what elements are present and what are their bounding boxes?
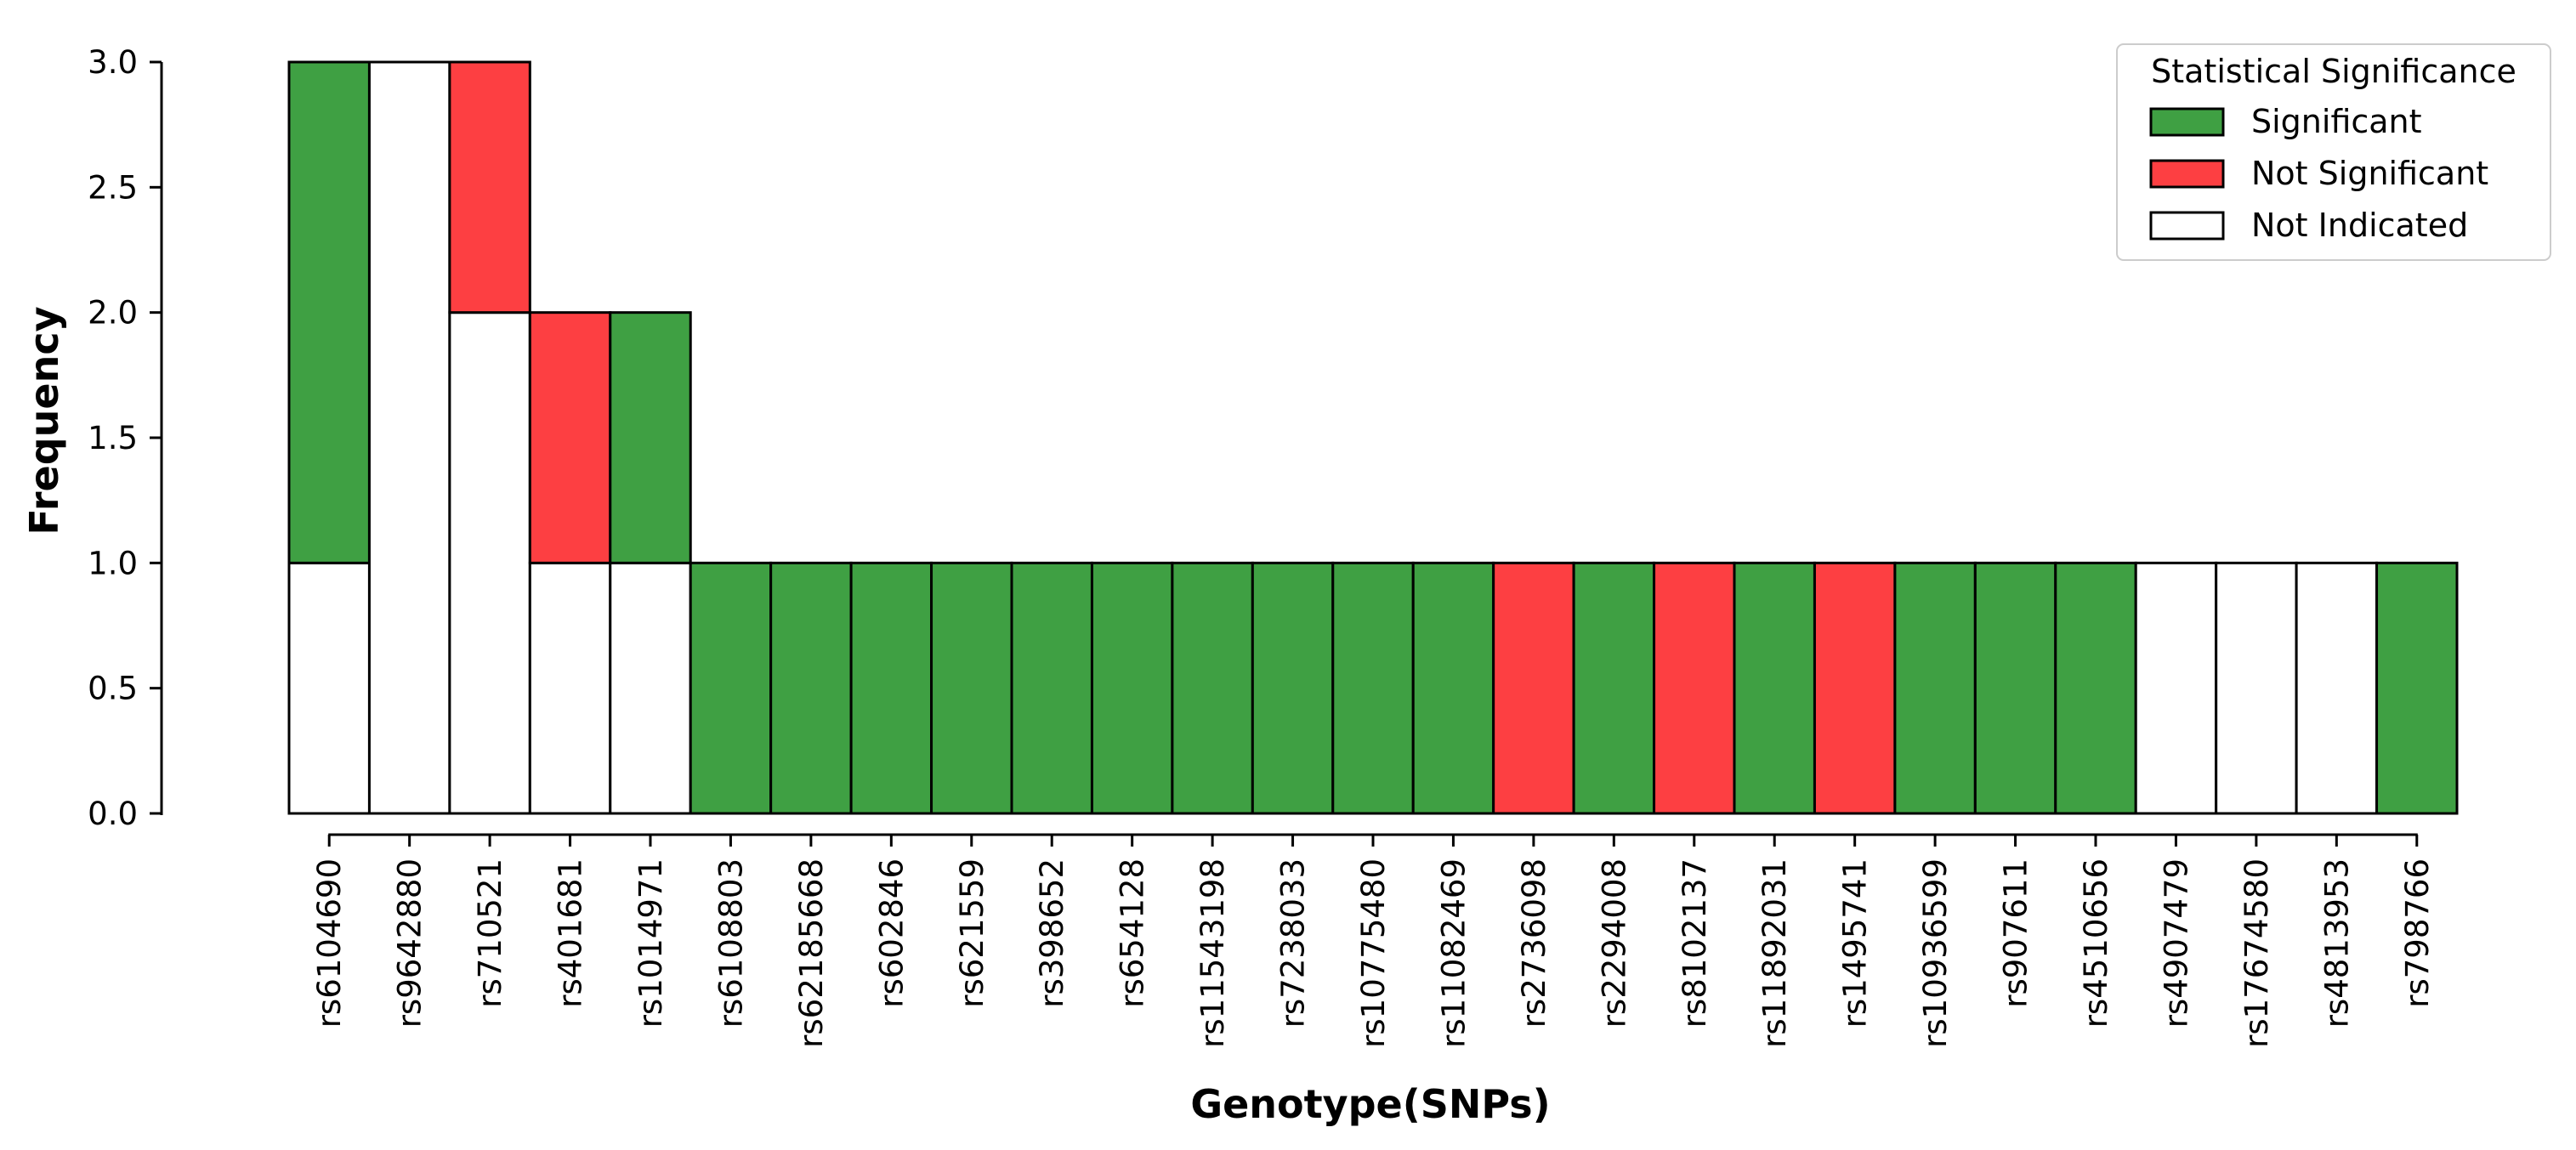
x-tick-label: rs2294008 [1596,858,1632,1028]
y-tick-label: 0.5 [88,671,138,707]
bar-segment-rs710521-not-significant [448,60,531,314]
bar-segment-rs2736098-not-significant [1492,561,1575,815]
x-tick-label: rs602846 [873,858,910,1008]
legend-label: Significant [2251,103,2422,140]
x-tick-label: rs11082469 [1435,858,1472,1048]
y-tick-label: 2.5 [88,169,138,206]
x-tick-label: rs9642880 [392,858,428,1028]
legend-label: Not Indicated [2251,207,2468,244]
x-tick-label: rs4510656 [2078,858,2114,1028]
bar-segment-rs6104690-not-indicated [287,561,371,815]
bar-segment-rs401681-not-indicated [528,561,612,815]
bar-segment-rs4510656-significant [2054,561,2137,815]
x-tick-label: rs4813953 [2318,858,2355,1028]
y-axis: 0.0 0.5 1.0 1.5 2.0 2.5 3.0 [88,44,163,832]
x-tick-label: rs1014971 [633,858,669,1028]
y-axis-label: Frequency [21,306,67,535]
bar-segment-rs8102137-not-significant [1653,561,1736,815]
x-tick-label: rs907611 [1998,858,2034,1008]
bar-segment-rs11892031-significant [1733,561,1816,815]
x-tick-label: rs4907479 [2158,858,2194,1028]
bar-segment-rs11543198-significant [1171,561,1254,815]
bar-segment-rs654128-significant [1090,561,1174,815]
x-tick-label: rs17674580 [2238,858,2275,1048]
y-tick-label: 1.0 [88,545,138,581]
bar-segment-rs17674580-not-indicated [2215,561,2298,815]
legend-entries: Significant Not Significant Not Indicated [2149,103,2488,244]
legend-swatch [2149,211,2225,241]
bar-segment-rs798766-significant [2375,561,2459,815]
x-axis-label: Genotype(SNPs) [1190,1081,1550,1127]
bar-segment-rs710521-not-indicated [448,311,531,815]
legend-swatch [2149,107,2225,137]
x-tick-label: rs398652 [1034,858,1070,1008]
legend-label: Not Significant [2251,155,2488,192]
x-tick-label: rs2736098 [1516,858,1552,1028]
bar-segment-rs7238033-significant [1251,561,1335,815]
x-tick-label: rs11892031 [1756,858,1793,1048]
x-tick-label: rs654128 [1115,858,1151,1008]
bar-segment-rs1014971-not-indicated [609,561,692,815]
x-tick-label: rs6108803 [712,858,749,1028]
x-tick-label: rs8102137 [1677,858,1713,1028]
bar-segment-rs6108803-significant [689,561,773,815]
bar-segment-rs907611-significant [1973,561,2057,815]
bar-segment-rs1495741-not-significant [1813,561,1897,815]
bar-segment-rs62185668-significant [769,561,853,815]
bar-segment-rs9642880-not-indicated [367,60,451,815]
x-tick-label: rs621559 [954,858,990,1008]
x-axis: rs6104690 rs9642880 rs710521 rs401681 rs1014… [311,833,2436,1048]
bar-segment-rs11082469-significant [1411,561,1495,815]
bar-segment-rs10936599-significant [1893,561,1977,815]
legend-title: Statistical Significance [2151,53,2516,90]
bar-segment-rs4907479-not-indicated [2134,561,2218,815]
y-tick-label: 2.0 [88,295,138,331]
y-tick-label: 1.5 [88,420,138,456]
x-tick-label: rs401681 [553,858,589,1008]
x-tick-label: rs7238033 [1275,858,1312,1028]
legend: Statistical Significance Significant Not … [2116,43,2551,261]
x-tick-label: rs11543198 [1194,858,1231,1048]
x-tick-label: rs710521 [472,858,508,1008]
x-tick-label: rs62185668 [793,858,830,1048]
bar-segment-rs602846-significant [849,561,933,815]
y-tick-label: 0.0 [88,796,138,832]
x-tick-label: rs1495741 [1837,858,1874,1028]
bar-segment-rs621559-significant [930,561,1013,815]
bar-segment-rs398652-significant [1010,561,1093,815]
x-tick-label: rs6104690 [311,858,348,1028]
bar-segment-rs6104690-significant [287,60,371,564]
bar-segment-rs4813953-not-indicated [2295,561,2379,815]
y-tick-label: 3.0 [88,44,138,81]
legend-swatch [2149,159,2225,189]
x-tick-label: rs10775480 [1355,858,1392,1048]
bar-segment-rs2294008-significant [1572,561,1656,815]
x-tick-label: rs798766 [2399,858,2436,1008]
bar-segment-rs401681-not-significant [528,311,612,564]
x-tick-label: rs10936599 [1917,858,1954,1048]
bars-layer [287,60,2459,815]
bar-segment-rs1014971-significant [609,311,692,564]
legend-frame [2116,43,2551,261]
bar-segment-rs10775480-significant [1331,561,1415,815]
